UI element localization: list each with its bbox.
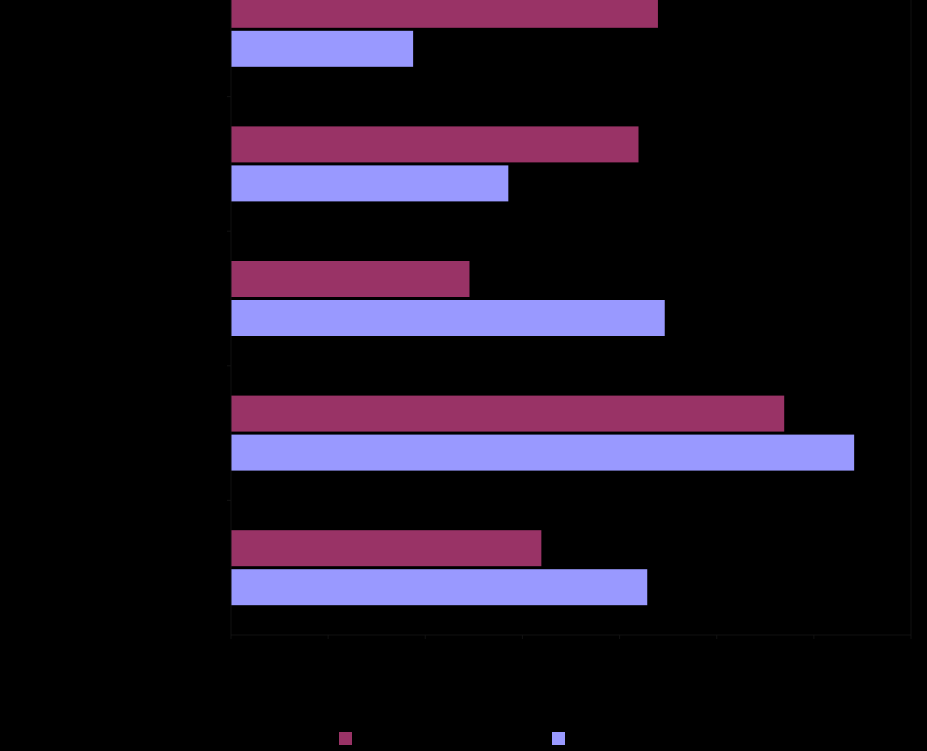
- bars-group: [230, 0, 856, 607]
- bar-series-1-category-4: [230, 394, 786, 433]
- legend-swatch-series-1: [339, 732, 352, 745]
- bar-series-1-category-1: [230, 0, 659, 29]
- legend-item-series-2: [552, 732, 571, 745]
- bar-series-2-category-4: [230, 433, 856, 472]
- bar-series-2-category-2: [230, 164, 510, 203]
- legend-item-series-1: [339, 732, 358, 745]
- bar-series-1-category-2: [230, 125, 640, 164]
- bar-series-2-category-3: [230, 299, 666, 337]
- bar-series-1-category-5: [230, 529, 543, 568]
- legend: [0, 732, 927, 748]
- legend-swatch-series-2: [552, 732, 565, 745]
- bar-series-1-category-3: [230, 260, 471, 298]
- bar-series-2-category-1: [230, 29, 415, 68]
- bar-series-2-category-5: [230, 568, 649, 607]
- axes-group: [227, 0, 912, 639]
